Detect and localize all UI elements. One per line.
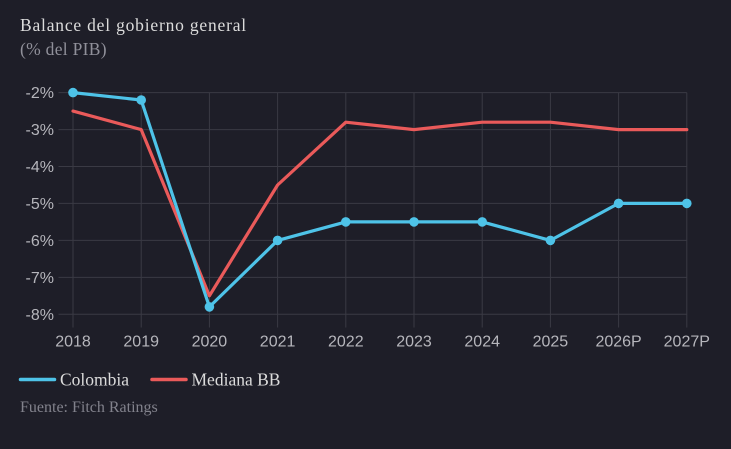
svg-text:-2%: -2% xyxy=(26,85,54,102)
svg-text:Mediana BB: Mediana BB xyxy=(192,370,281,390)
svg-text:2018: 2018 xyxy=(55,334,91,351)
svg-text:2024: 2024 xyxy=(464,334,500,351)
svg-text:2021: 2021 xyxy=(260,334,296,351)
svg-text:2026P: 2026P xyxy=(595,334,641,351)
svg-text:2019: 2019 xyxy=(123,334,159,351)
svg-text:2020: 2020 xyxy=(192,334,228,351)
svg-text:-6%: -6% xyxy=(26,233,54,250)
svg-text:-8%: -8% xyxy=(26,307,54,324)
svg-text:-5%: -5% xyxy=(26,196,54,213)
svg-text:-4%: -4% xyxy=(26,159,54,176)
svg-text:2022: 2022 xyxy=(328,334,364,351)
svg-text:2027P: 2027P xyxy=(664,334,710,351)
svg-text:2025: 2025 xyxy=(533,334,569,351)
svg-text:Colombia: Colombia xyxy=(60,370,129,390)
svg-text:-3%: -3% xyxy=(26,122,54,139)
svg-text:-7%: -7% xyxy=(26,270,54,287)
svg-text:2023: 2023 xyxy=(396,334,432,351)
